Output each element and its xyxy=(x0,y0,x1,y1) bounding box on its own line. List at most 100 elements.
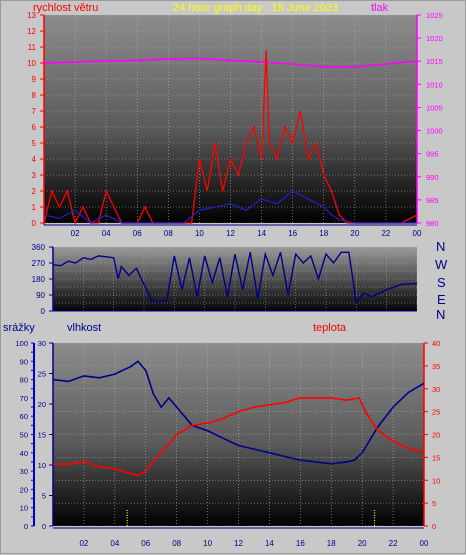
direction-tick-label: 0 xyxy=(41,307,46,316)
pressure-tick-label: 1020 xyxy=(426,34,443,43)
temperature-tick-label: 10 xyxy=(432,476,440,485)
wind-plot-area xyxy=(44,15,417,223)
humidity-tick-label: 5 xyxy=(42,492,46,501)
humidity-x-tick-label: 04 xyxy=(110,539,119,548)
direction-tick-label: 270 xyxy=(32,259,46,268)
pressure-tick-label: 1025 xyxy=(426,11,443,20)
humidity-x-tick-label: 00 xyxy=(420,539,429,548)
wind-tick-label: 9 xyxy=(32,75,37,84)
rain-axis-title: srážky xyxy=(3,322,35,334)
pressure-tick-label: 990 xyxy=(426,173,439,182)
temperature-tick-label: 0 xyxy=(432,522,436,531)
compass-n-bottom: N xyxy=(436,307,445,322)
wind-x-tick-label: 22 xyxy=(381,229,390,238)
series-tlak xyxy=(43,57,418,69)
humidity-x-tick-label: 08 xyxy=(172,539,181,548)
compass-n-top: N xyxy=(436,239,445,254)
rain-tick-label: 100 xyxy=(15,339,28,348)
compass-e: E xyxy=(437,292,446,307)
wind-tick-label: 5 xyxy=(32,139,37,148)
humidity-x-tick-label: 02 xyxy=(79,539,88,548)
chart-title: 24 hour graph day : 18 June 2023 xyxy=(173,2,338,14)
pressure-tick-label: 1000 xyxy=(426,127,443,136)
humidity-tick-label: 0 xyxy=(42,522,46,531)
rain-tick-label: 10 xyxy=(20,504,28,513)
wind-x-tick-label: 20 xyxy=(350,229,359,238)
pressure-tick-label: 1015 xyxy=(426,57,443,66)
wind-tick-label: 3 xyxy=(32,171,37,180)
wind-x-tick-label: 04 xyxy=(102,229,111,238)
temperature-tick-label: 40 xyxy=(432,339,440,348)
humidity-axis-title: vlhkost xyxy=(67,322,101,334)
wind-x-tick-label: 14 xyxy=(257,229,266,238)
humidity-x-tick-label: 06 xyxy=(141,539,150,548)
wind-tick-label: 13 xyxy=(27,11,36,20)
wind-x-tick-label: 10 xyxy=(195,229,204,238)
rain-tick-label: 50 xyxy=(20,431,28,440)
humidity-x-tick-label: 14 xyxy=(265,539,274,548)
direction-tick-label: 180 xyxy=(32,275,46,284)
wind-x-tick-label: 16 xyxy=(288,229,297,238)
temperature-tick-label: 35 xyxy=(432,362,440,371)
rain-tick-label: 70 xyxy=(20,394,28,403)
wind-axis-title: rychlost větru xyxy=(33,2,98,14)
direction-tick-label: 360 xyxy=(32,243,46,252)
series-direction xyxy=(52,251,418,304)
humidity-tick-label: 20 xyxy=(38,400,46,409)
pressure-tick-label: 995 xyxy=(426,150,439,159)
temperature-tick-label: 5 xyxy=(432,499,436,508)
pressure-axis-title: tlak xyxy=(371,2,389,14)
wind-x-tick-label: 02 xyxy=(71,229,80,238)
wind-tick-label: 10 xyxy=(27,59,36,68)
rain-tick-label: 60 xyxy=(20,412,28,421)
humidity-x-tick-label: 20 xyxy=(358,539,367,548)
wind-tick-label: 4 xyxy=(32,155,37,164)
rain-tick-label: 90 xyxy=(20,357,28,366)
temperature-tick-label: 15 xyxy=(432,453,440,462)
humidity-x-tick-label: 22 xyxy=(389,539,398,548)
humidity-tick-label: 10 xyxy=(38,461,46,470)
wind-x-tick-label: 00 xyxy=(413,229,422,238)
wind-x-tick-label: 06 xyxy=(133,229,142,238)
humidity-tick-label: 30 xyxy=(38,339,46,348)
temperature-tick-label: 25 xyxy=(432,408,440,417)
humidity-x-tick-label: 12 xyxy=(234,539,243,548)
rain-tick-label: 30 xyxy=(20,467,28,476)
temperature-axis-title: teplota xyxy=(313,322,347,334)
wind-tick-label: 11 xyxy=(28,43,37,52)
wind-tick-label: 6 xyxy=(32,123,37,132)
humidity-x-tick-label: 16 xyxy=(296,539,305,548)
compass-s: S xyxy=(437,275,446,290)
wind-tick-label: 2 xyxy=(32,187,37,196)
wind-x-tick-label: 18 xyxy=(319,229,328,238)
wind-tick-label: 12 xyxy=(27,27,36,36)
direction-tick-label: 90 xyxy=(36,291,45,300)
wind-tick-label: 0 xyxy=(32,219,37,228)
temperature-tick-label: 20 xyxy=(432,431,440,440)
series-vlhkost xyxy=(52,360,425,465)
wind-tick-label: 7 xyxy=(32,107,37,116)
wind-tick-label: 1 xyxy=(32,203,37,212)
compass-w: W xyxy=(435,257,448,272)
temperature-tick-label: 30 xyxy=(432,385,440,394)
pressure-tick-label: 985 xyxy=(426,196,439,205)
rain-tick-label: 80 xyxy=(20,376,28,385)
series-wind-average xyxy=(43,190,417,224)
wind-x-tick-label: 08 xyxy=(164,229,173,238)
humidity-x-tick-label: 10 xyxy=(203,539,212,548)
pressure-tick-label: 980 xyxy=(426,219,439,228)
series-teplota xyxy=(53,396,425,477)
humidity-tick-label: 15 xyxy=(38,431,46,440)
rain-tick-label: 40 xyxy=(20,449,28,458)
pressure-tick-label: 1005 xyxy=(426,103,443,112)
rain-tick-label: 0 xyxy=(24,522,28,531)
humidity-tick-label: 25 xyxy=(38,370,46,379)
wind-x-tick-label: 12 xyxy=(226,229,235,238)
series-wind-gust xyxy=(43,50,418,225)
pressure-tick-label: 1010 xyxy=(426,80,443,89)
rain-tick-label: 20 xyxy=(20,485,28,494)
humidity-x-tick-label: 18 xyxy=(327,539,336,548)
wind-tick-label: 8 xyxy=(32,91,37,100)
